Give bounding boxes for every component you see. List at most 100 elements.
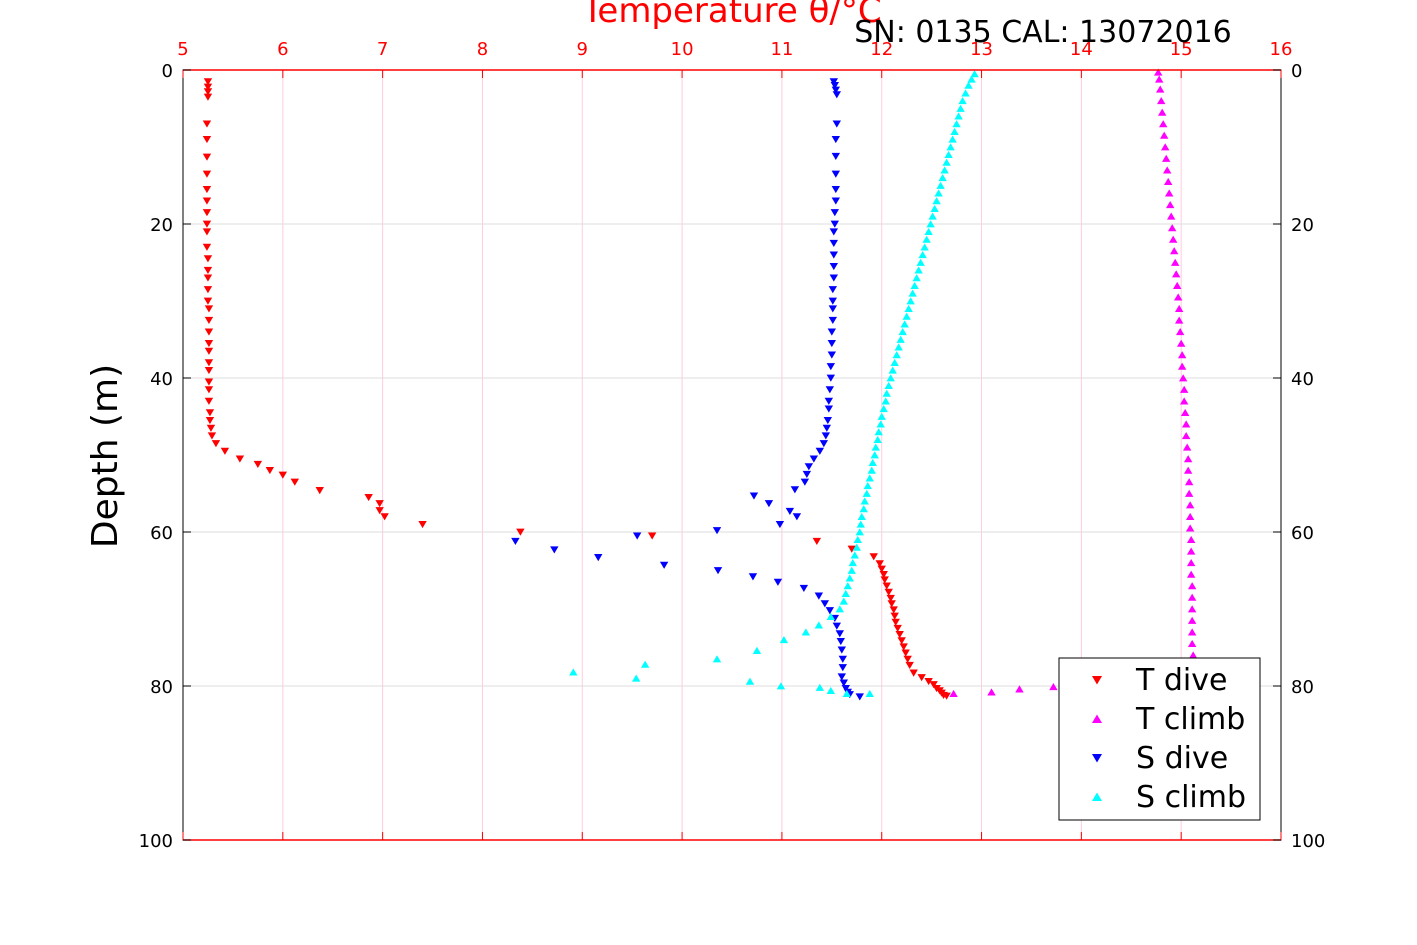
s-climb-point (842, 689, 851, 698)
s-climb-point (712, 655, 722, 663)
s-climb-point (918, 251, 927, 259)
s-climb-point (906, 297, 915, 305)
t-dive-point (901, 649, 910, 657)
x-tick-label: 12 (870, 39, 893, 60)
s-climb-point (879, 405, 888, 413)
s-dive-point (829, 262, 839, 271)
t-climb-point (1181, 420, 1191, 428)
t-dive-point (204, 359, 214, 367)
s-dive-point (829, 239, 839, 248)
s-climb-point (745, 677, 755, 685)
s-climb-point (940, 166, 949, 174)
s-dive-point (764, 500, 774, 508)
s-dive-point (829, 274, 839, 282)
s-dive-point (835, 630, 845, 638)
t-climb-point (1174, 304, 1184, 313)
legend-label-s-dive: S dive (1136, 741, 1228, 776)
t-dive-point (211, 440, 221, 448)
t-climb-point (1159, 120, 1168, 128)
t-dive-point (204, 316, 214, 325)
t-dive-point (204, 366, 214, 375)
s-climb-point (924, 227, 933, 236)
s-dive-point (820, 600, 830, 608)
legend: T dive T climb S dive S climb (1058, 657, 1261, 821)
s-dive-point (749, 492, 759, 500)
s-climb-point (922, 235, 931, 243)
t-climb-point (1162, 154, 1171, 162)
y-tick-label-right: 40 (1291, 369, 1314, 390)
s-climb-point (779, 636, 789, 644)
y-tick-label-left: 100 (139, 831, 173, 852)
t-dive-point (375, 507, 384, 515)
s-climb-point (857, 512, 866, 520)
s-climb-point (843, 582, 852, 590)
s-climb-point (956, 104, 965, 112)
s-climb-point (916, 258, 925, 266)
t-climb-point (1179, 385, 1189, 393)
legend-marker-t-climb (1092, 714, 1102, 723)
t-climb-point (1015, 685, 1024, 693)
t-dive-point (889, 606, 898, 614)
s-climb-point (853, 535, 862, 544)
s-climb-point (826, 686, 836, 694)
s-climb-point (892, 351, 901, 359)
y-tick-label-left: 60 (150, 523, 173, 544)
s-dive-point (792, 513, 802, 521)
t-dive-point (203, 83, 213, 91)
s-climb-point (938, 174, 947, 182)
t-climb-point (1049, 682, 1058, 691)
t-climb-point (1165, 189, 1174, 197)
t-dive-point (877, 565, 886, 573)
t-climb-point (1177, 362, 1187, 370)
s-climb-point (801, 628, 811, 636)
s-dive-point (819, 440, 829, 448)
s-dive-point (831, 86, 841, 94)
s-dive-point (829, 78, 839, 86)
t-dive-point (905, 661, 914, 669)
s-dive-point (828, 305, 838, 313)
s-climb-point (928, 212, 937, 220)
y-tick-label-left: 20 (150, 215, 173, 236)
t-dive-point (909, 669, 918, 677)
y-tick-label-right: 60 (1291, 523, 1314, 544)
t-dive-point (202, 197, 212, 205)
s-dive-point (827, 328, 837, 336)
s-climb-point (944, 150, 953, 159)
t-climb-point (1187, 616, 1197, 624)
s-dive-point (830, 209, 840, 217)
s-dive-point (832, 622, 842, 630)
s-dive-point (802, 470, 812, 479)
s-climb-point (839, 597, 848, 605)
s-climb-point (910, 281, 919, 289)
t-dive-point (869, 553, 878, 561)
t-dive-point (202, 209, 212, 217)
s-dive-point (713, 567, 723, 575)
t-dive-point (202, 153, 212, 161)
s-dive-point (831, 135, 841, 144)
y-axis-label: Depth (m) (85, 364, 126, 548)
s-climb-point (961, 89, 970, 97)
s-climb-point (640, 660, 650, 668)
t-climb-point (1163, 166, 1172, 174)
s-climb-point (860, 497, 869, 505)
t-climb-point (1185, 524, 1195, 532)
s-dive-point (800, 478, 810, 486)
t-dive-point (882, 582, 891, 590)
t-climb-point (1172, 281, 1182, 289)
s-dive-point (799, 584, 809, 592)
s-climb-point (845, 574, 854, 582)
x-tick-label: 5 (177, 39, 188, 60)
s-dive-point (804, 463, 814, 471)
t-climb-point (1184, 478, 1194, 486)
s-dive-point (790, 486, 800, 494)
t-dive-point (203, 255, 213, 263)
t-climb-point (1173, 293, 1183, 301)
s-climb-point (888, 366, 897, 374)
t-dive-point (220, 447, 230, 455)
s-climb-point (884, 381, 893, 390)
t-dive-point (893, 624, 902, 633)
s-dive-point (828, 297, 838, 305)
s-dive-point (831, 152, 841, 161)
